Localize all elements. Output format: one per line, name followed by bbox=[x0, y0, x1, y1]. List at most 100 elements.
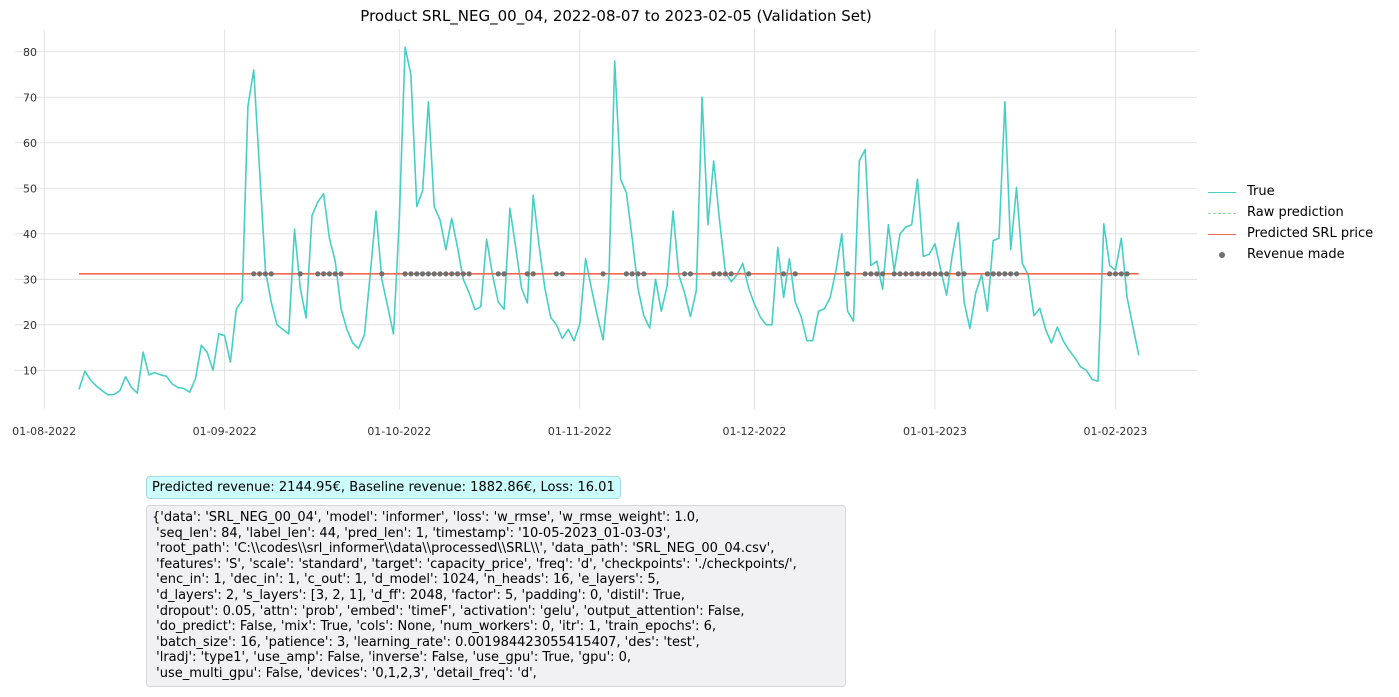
revenue-point bbox=[437, 271, 443, 277]
axis-labels: 10 20 30 40 50 60 70 80 01-08-2022 01-09-2022 01-1… bbox=[12, 46, 1147, 438]
revenue-point bbox=[402, 271, 408, 277]
revenue-point bbox=[641, 271, 647, 277]
y-tick-label: 80 bbox=[23, 46, 37, 59]
revenue-point bbox=[419, 271, 426, 277]
revenue-point bbox=[332, 271, 338, 277]
revenue-point bbox=[1002, 271, 1008, 277]
revenue-point bbox=[845, 271, 851, 277]
revenue-point bbox=[792, 271, 798, 277]
legend-swatch-pred bbox=[1207, 227, 1237, 241]
legend-item-predicted-price: Predicted SRL price bbox=[1207, 223, 1373, 244]
x-tick-label: 01-11-2022 bbox=[548, 425, 612, 438]
revenue-point bbox=[326, 271, 333, 277]
x-tick-label: 01-01-2023 bbox=[903, 425, 967, 438]
y-tick-label: 20 bbox=[23, 319, 37, 332]
x-tick-label: 01-09-2022 bbox=[193, 425, 257, 438]
revenue-point bbox=[559, 271, 565, 277]
legend-item-true: True bbox=[1207, 181, 1373, 202]
revenue-point bbox=[297, 271, 303, 277]
legend-label: Revenue made bbox=[1247, 247, 1345, 262]
revenue-point bbox=[454, 271, 461, 277]
revenue-point bbox=[862, 271, 868, 277]
x-tick-label: 01-12-2022 bbox=[723, 425, 787, 438]
revenue-point bbox=[938, 271, 944, 277]
chart-title: Product SRL_NEG_00_04, 2022-08-07 to 202… bbox=[360, 7, 872, 25]
revenue-point bbox=[262, 271, 268, 277]
series-true-line bbox=[78, 46, 1140, 396]
revenue-point bbox=[728, 271, 734, 277]
revenue-point bbox=[687, 271, 694, 277]
revenue-point bbox=[1008, 271, 1014, 277]
revenue-point bbox=[944, 271, 950, 277]
legend-item-raw-prediction: Raw prediction bbox=[1207, 202, 1373, 223]
revenue-point bbox=[874, 271, 880, 277]
revenue-point bbox=[926, 271, 932, 277]
revenue-point bbox=[443, 271, 449, 277]
revenue-point bbox=[897, 271, 903, 277]
revenue-point bbox=[460, 271, 466, 277]
revenue-point bbox=[682, 271, 688, 277]
revenue-point bbox=[501, 271, 507, 277]
legend-item-revenue-made: Revenue made bbox=[1207, 244, 1373, 265]
revenue-point bbox=[425, 271, 432, 277]
revenue-point bbox=[268, 271, 274, 277]
revenue-summary: Predicted revenue: 2144.95€, Baseline re… bbox=[146, 476, 621, 499]
revenue-point bbox=[903, 271, 909, 277]
revenue-point bbox=[466, 271, 472, 277]
legend: True Raw prediction Predicted SRL price … bbox=[1207, 181, 1373, 265]
revenue-point bbox=[600, 271, 606, 277]
revenue-point bbox=[379, 271, 385, 277]
revenue-point bbox=[961, 271, 967, 277]
x-tick-label: 01-10-2022 bbox=[367, 425, 431, 438]
revenue-point bbox=[1112, 271, 1119, 277]
grid bbox=[15, 29, 1197, 409]
series-layer bbox=[78, 46, 1140, 396]
revenue-point bbox=[780, 271, 787, 277]
revenue-point bbox=[414, 271, 420, 277]
revenue-point bbox=[338, 271, 344, 277]
revenue-point bbox=[495, 271, 501, 277]
revenue-point bbox=[629, 271, 635, 277]
legend-swatch-true bbox=[1207, 185, 1237, 199]
y-tick-label: 50 bbox=[23, 182, 37, 195]
revenue-point bbox=[711, 271, 717, 277]
legend-label: Raw prediction bbox=[1247, 205, 1344, 220]
revenue-point bbox=[449, 271, 455, 277]
config-text: {'data': 'SRL_NEG_00_04', 'model': 'info… bbox=[146, 505, 846, 687]
revenue-point bbox=[920, 271, 926, 277]
revenue-point bbox=[1013, 271, 1020, 277]
revenue-point bbox=[530, 271, 536, 277]
x-tick-label: 01-02-2023 bbox=[1084, 425, 1148, 438]
revenue-point bbox=[524, 271, 530, 277]
revenue-point bbox=[635, 271, 641, 277]
revenue-point bbox=[256, 271, 263, 277]
revenue-point bbox=[321, 271, 327, 277]
revenue-point bbox=[914, 271, 921, 277]
revenue-point bbox=[553, 271, 560, 277]
y-tick-label: 10 bbox=[23, 364, 37, 377]
revenue-point bbox=[623, 271, 629, 277]
revenue-point bbox=[746, 271, 752, 277]
revenue-point bbox=[879, 271, 886, 277]
revenue-point bbox=[996, 271, 1002, 277]
revenue-point bbox=[1124, 271, 1130, 277]
revenue-point bbox=[868, 271, 874, 277]
revenue-point bbox=[431, 271, 437, 277]
revenue-point bbox=[1118, 271, 1124, 277]
revenue-point bbox=[909, 271, 915, 277]
legend-swatch-raw bbox=[1207, 206, 1237, 220]
revenue-point bbox=[716, 271, 723, 277]
x-tick-label: 01-08-2022 bbox=[12, 425, 76, 438]
line-chart: 10 20 30 40 50 60 70 80 01-08-2022 01-09-2022 01-1… bbox=[12, 29, 1197, 438]
revenue-point bbox=[891, 271, 897, 277]
revenue-point bbox=[251, 271, 257, 277]
revenue-point bbox=[1107, 271, 1113, 277]
revenue-point bbox=[315, 271, 321, 277]
y-tick-label: 30 bbox=[23, 273, 37, 286]
revenue-point bbox=[984, 271, 990, 277]
revenue-point bbox=[955, 271, 961, 277]
revenue-point bbox=[990, 271, 996, 277]
y-tick-label: 40 bbox=[23, 228, 37, 241]
revenue-point bbox=[932, 271, 938, 277]
legend-label: True bbox=[1247, 184, 1275, 199]
